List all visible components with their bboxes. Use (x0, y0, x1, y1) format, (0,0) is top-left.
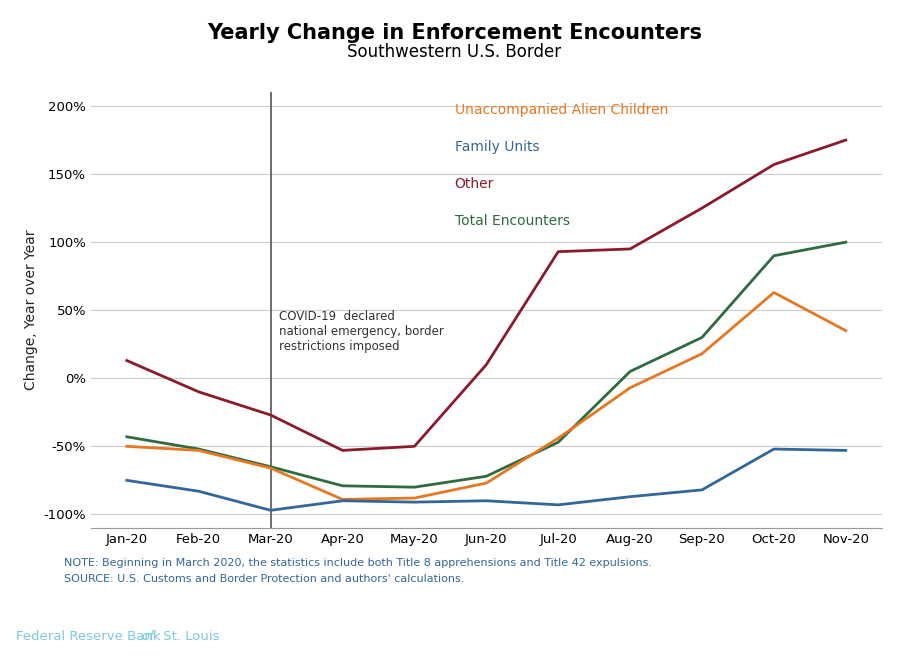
Text: Total Encounters: Total Encounters (454, 214, 570, 228)
Text: Other: Other (454, 178, 494, 191)
Text: Unaccompanied Alien Children: Unaccompanied Alien Children (454, 103, 668, 117)
Text: NOTE: Beginning in March 2020, the statistics include both Title 8 apprehensions: NOTE: Beginning in March 2020, the stati… (64, 558, 652, 568)
Text: Southwestern U.S. Border: Southwestern U.S. Border (347, 43, 562, 61)
Y-axis label: Change, Year over Year: Change, Year over Year (24, 230, 38, 391)
Text: Family Units: Family Units (454, 141, 539, 154)
Text: St. Louis: St. Louis (159, 630, 220, 643)
Text: SOURCE: U.S. Customs and Border Protection and authors' calculations.: SOURCE: U.S. Customs and Border Protecti… (64, 574, 464, 584)
Text: Yearly Change in Enforcement Encounters: Yearly Change in Enforcement Encounters (207, 23, 702, 43)
Text: of: of (141, 630, 154, 643)
Text: Federal Reserve Bank: Federal Reserve Bank (16, 630, 165, 643)
Text: COVID-19  declared
national emergency, border
restrictions imposed: COVID-19 declared national emergency, bo… (279, 310, 445, 353)
